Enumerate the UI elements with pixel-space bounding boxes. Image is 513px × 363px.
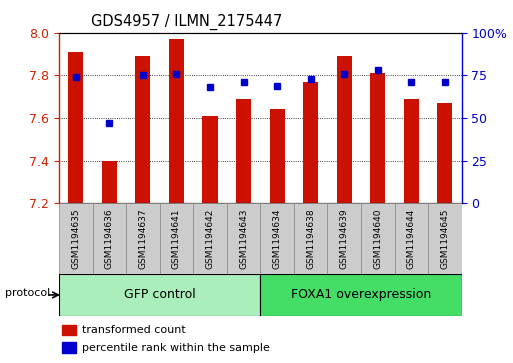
Text: GSM1194634: GSM1194634 (272, 208, 282, 269)
Bar (193, 203, 227, 274)
Bar (92, 203, 126, 274)
Text: transformed count: transformed count (82, 325, 185, 335)
Text: GSM1194642: GSM1194642 (206, 208, 214, 269)
Bar (160, 203, 193, 274)
Bar (394, 203, 428, 274)
Text: GSM1194645: GSM1194645 (441, 208, 449, 269)
Bar (203, 116, 218, 203)
Text: GDS4957 / ILMN_2175447: GDS4957 / ILMN_2175447 (91, 14, 283, 30)
Text: GSM1194643: GSM1194643 (239, 208, 248, 269)
Text: FOXA1 overexpression: FOXA1 overexpression (291, 289, 431, 301)
Bar (227, 203, 260, 274)
Bar (327, 203, 361, 274)
Bar (361, 203, 394, 274)
Bar (438, 103, 452, 203)
Bar (269, 110, 285, 203)
Text: GSM1194639: GSM1194639 (340, 208, 349, 269)
Text: protocol: protocol (5, 288, 50, 298)
Bar (169, 39, 184, 203)
Text: GSM1194637: GSM1194637 (139, 208, 147, 269)
Bar (62, 342, 76, 353)
Text: GSM1194640: GSM1194640 (373, 208, 382, 269)
Bar (59, 274, 260, 316)
Bar (260, 203, 294, 274)
Bar (428, 203, 462, 274)
Text: GSM1194638: GSM1194638 (306, 208, 315, 269)
Text: GSM1194644: GSM1194644 (407, 208, 416, 269)
Bar (236, 99, 251, 203)
Bar (68, 52, 83, 203)
Text: GSM1194641: GSM1194641 (172, 208, 181, 269)
Bar (404, 99, 419, 203)
Bar (337, 56, 352, 203)
Bar (126, 203, 160, 274)
Bar (260, 274, 462, 316)
Bar (62, 325, 76, 335)
Text: percentile rank within the sample: percentile rank within the sample (82, 343, 269, 352)
Text: GFP control: GFP control (124, 289, 195, 301)
Text: GSM1194635: GSM1194635 (71, 208, 80, 269)
Text: GSM1194636: GSM1194636 (105, 208, 114, 269)
Bar (294, 203, 327, 274)
Bar (59, 203, 92, 274)
Bar (303, 82, 318, 203)
Bar (370, 73, 385, 203)
Bar (135, 56, 150, 203)
Bar (102, 160, 117, 203)
